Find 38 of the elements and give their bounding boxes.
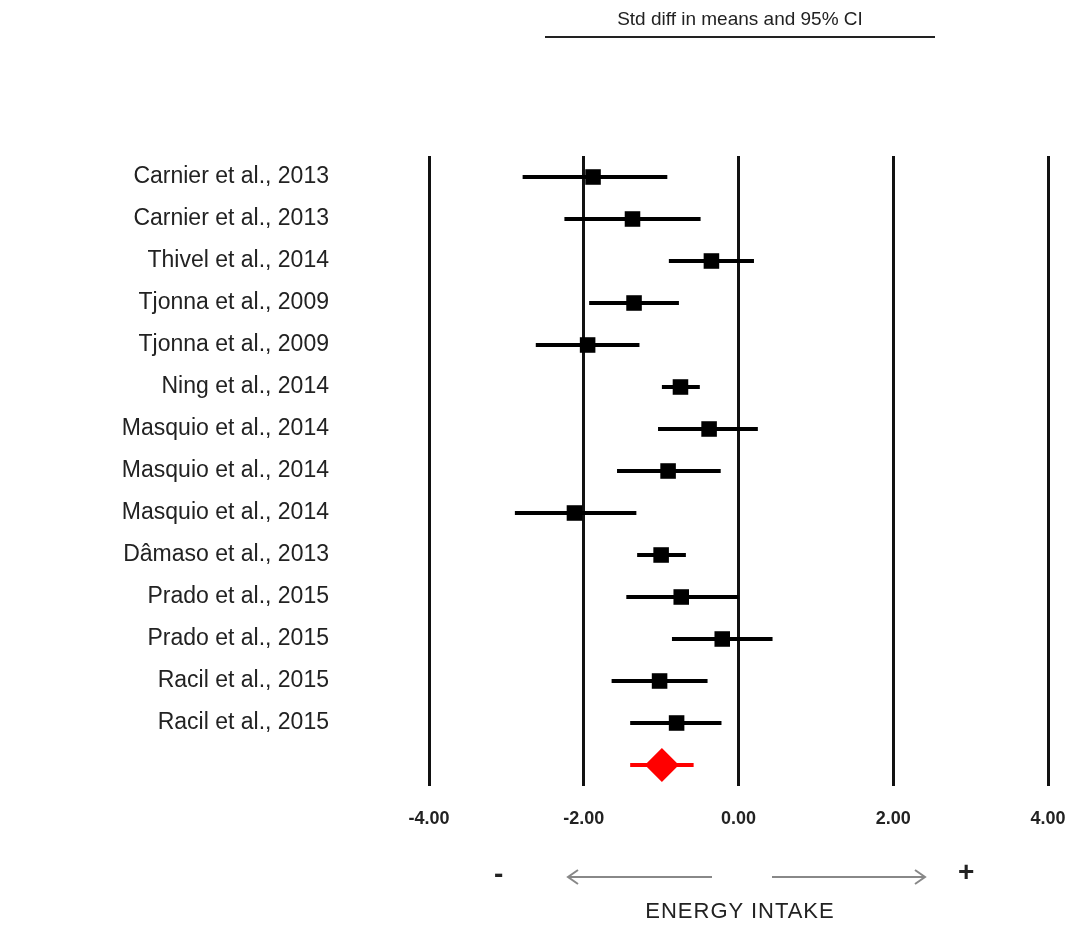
y-tick-label: Ning et al., 2014	[161, 372, 330, 399]
x-axis-title: ENERGY INTAKE	[644, 898, 836, 924]
y-tick-label: Racil et al., 2015	[157, 708, 329, 735]
chart-title: Std diff in means and 95% CI	[545, 8, 935, 38]
text: -	[494, 858, 504, 890]
point	[624, 211, 641, 227]
y-tick-label: Carnier et al., 2013	[133, 162, 329, 189]
point	[653, 547, 669, 563]
point	[703, 253, 720, 269]
point	[626, 295, 642, 311]
point	[579, 337, 596, 353]
point	[714, 631, 731, 647]
y-tick-label: Dâmaso et al., 2013	[123, 540, 329, 567]
y-tick-label: Racil et al., 2015	[157, 666, 329, 693]
y-tick-label: Masquio et al., 2014	[121, 498, 330, 525]
x-tick-label: 4.00	[1030, 807, 1066, 828]
x-tick-label: -2.00	[563, 807, 605, 828]
point	[644, 748, 679, 782]
text: +	[958, 856, 975, 888]
point	[566, 505, 583, 521]
x-tick-label: -4.00	[408, 807, 450, 828]
point	[668, 715, 685, 731]
y-tick-label: Prado et al., 2015	[147, 582, 329, 609]
y-tick-label: Prado et al., 2015	[147, 624, 329, 651]
point	[651, 673, 668, 689]
y-tick-label: Carnier et al., 2013	[133, 204, 329, 231]
point	[701, 421, 717, 437]
x-tick-label: 0.00	[720, 807, 757, 828]
point	[672, 379, 689, 395]
y-tick-label: Masquio et al., 2014	[121, 414, 330, 441]
x-tick-label: 2.00	[875, 807, 911, 828]
point	[585, 169, 601, 185]
point	[660, 463, 676, 479]
y-tick-label: Tjonna et al., 2009	[138, 288, 329, 315]
y-tick-label: Thivel et al., 2014	[147, 246, 330, 273]
y-tick-label: Tjonna et al., 2009	[138, 330, 329, 357]
point	[673, 589, 690, 605]
y-tick-label: Masquio et al., 2014	[121, 456, 330, 483]
